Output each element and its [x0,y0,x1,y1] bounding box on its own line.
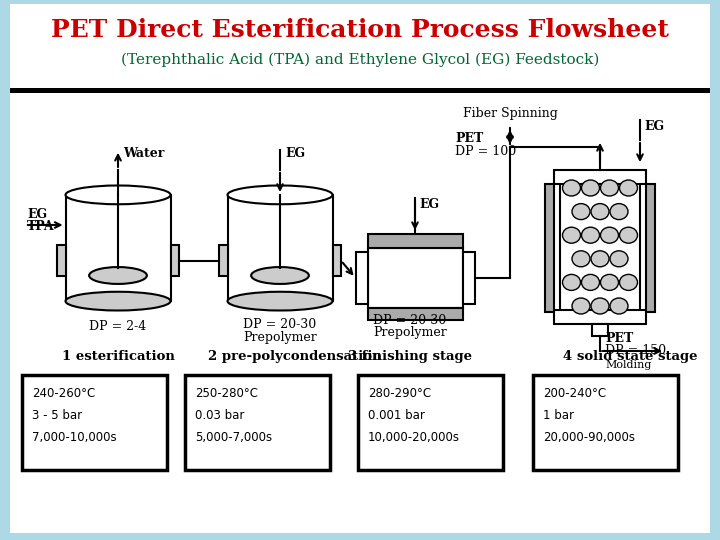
Ellipse shape [562,227,580,243]
Bar [358,375,503,470]
Bar [554,170,646,184]
Ellipse shape [572,298,590,314]
Bar [367,308,462,320]
Text: 250-280°C
0.03 bar
5,000-7,000s: 250-280°C 0.03 bar 5,000-7,000s [195,387,272,444]
Ellipse shape [619,227,637,243]
Ellipse shape [66,186,171,204]
Text: 2 pre-polycondensation: 2 pre-polycondensation [208,350,382,363]
Ellipse shape [251,267,309,284]
Ellipse shape [619,274,637,291]
Bar [560,178,640,318]
Text: Molding: Molding [605,360,652,370]
Bar [10,4,710,92]
Ellipse shape [562,274,580,291]
Text: EG: EG [285,147,305,160]
Text: DP = 20-30: DP = 20-30 [243,319,317,332]
Ellipse shape [591,251,609,267]
Text: Prepolymer: Prepolymer [373,326,447,339]
Text: DP = 20-30: DP = 20-30 [374,314,446,327]
Ellipse shape [610,298,628,314]
Bar [228,195,333,301]
Text: 1 esterification: 1 esterification [62,350,174,363]
Ellipse shape [610,204,628,220]
Text: TPA: TPA [27,220,55,233]
Text: PET Direct Esterification Process Flowsheet: PET Direct Esterification Process Flowsh… [51,18,669,42]
Ellipse shape [228,186,333,204]
Bar [22,375,167,470]
Bar [66,195,171,301]
Ellipse shape [600,227,618,243]
Text: EG: EG [27,208,47,221]
Bar [554,310,646,324]
Bar [219,245,228,276]
Ellipse shape [572,204,590,220]
Text: 200-240°C
1 bar
20,000-90,000s: 200-240°C 1 bar 20,000-90,000s [543,387,635,444]
Text: DP = 100: DP = 100 [455,145,516,158]
Text: 3 finishing stage: 3 finishing stage [348,350,472,363]
Bar [171,245,179,276]
Text: EG: EG [419,198,439,211]
Bar [356,252,367,304]
Text: 280-290°C
0.001 bar
10,000-20,000s: 280-290°C 0.001 bar 10,000-20,000s [368,387,460,444]
Ellipse shape [572,251,590,267]
Ellipse shape [619,180,637,196]
Ellipse shape [591,298,609,314]
Text: DP = 2-4: DP = 2-4 [89,321,147,334]
Ellipse shape [228,292,333,310]
Text: 4 solid state stage: 4 solid state stage [563,350,697,363]
Text: EG: EG [644,120,664,133]
Bar [185,375,330,470]
Ellipse shape [562,180,580,196]
Bar [533,375,678,470]
Ellipse shape [582,227,600,243]
Text: Fiber Spinning: Fiber Spinning [462,107,557,120]
Ellipse shape [582,274,600,291]
Text: (Terephthalic Acid (TPA) and Ethylene Glycol (EG) Feedstock): (Terephthalic Acid (TPA) and Ethylene Gl… [121,53,599,67]
Text: PET: PET [605,332,634,345]
Bar [367,248,462,308]
Text: 240-260°C
3 - 5 bar
7,000-10,000s: 240-260°C 3 - 5 bar 7,000-10,000s [32,387,117,444]
Text: Water: Water [123,147,164,160]
Ellipse shape [89,267,147,284]
Bar [10,88,710,93]
Text: PET: PET [455,132,483,145]
Bar [57,245,66,276]
Bar [367,234,462,248]
Bar [545,184,554,312]
Ellipse shape [600,274,618,291]
Text: Prepolymer: Prepolymer [243,332,317,345]
Bar [462,252,474,304]
Ellipse shape [600,180,618,196]
Bar [646,184,655,312]
Bar [592,324,608,336]
Text: DP = 150: DP = 150 [605,344,666,357]
Ellipse shape [591,204,609,220]
Bar [10,93,710,533]
Ellipse shape [66,292,171,310]
Ellipse shape [582,180,600,196]
Bar [333,245,341,276]
Ellipse shape [610,251,628,267]
